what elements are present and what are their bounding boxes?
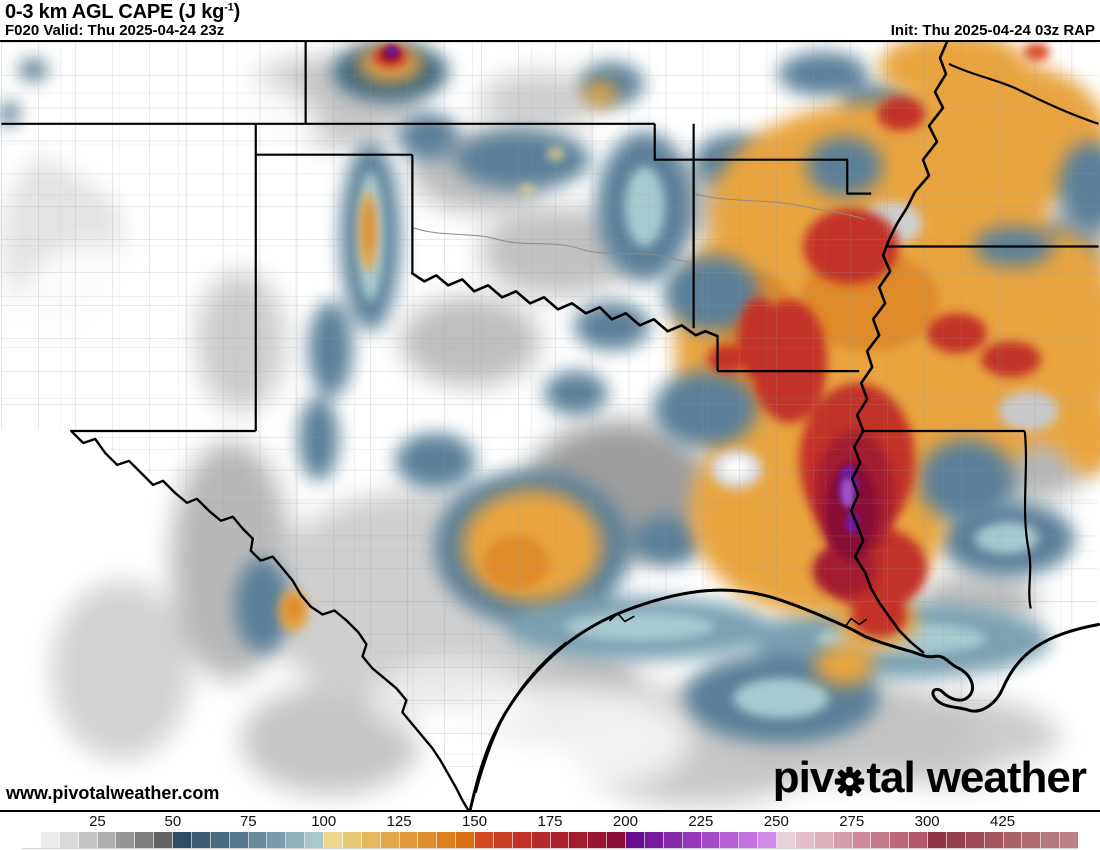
- watermark: www.pivotalweather.com: [6, 783, 220, 803]
- colorbar-cell: [97, 832, 117, 848]
- colorbar-tick: 300: [914, 813, 940, 830]
- colorbar-cell: [324, 832, 343, 848]
- cape-field-svg: [0, 42, 1100, 810]
- colorbar-cell: [644, 832, 664, 848]
- colorbar-cell: [173, 832, 192, 848]
- colorbar-tick: 200: [612, 813, 638, 830]
- init-time-label: Init: Thu 2025-04-24 03z RAP: [890, 22, 1095, 39]
- colorbar-cell: [682, 832, 702, 848]
- colorbar-cell: [626, 832, 645, 848]
- colorbar-cell: [928, 832, 947, 848]
- colorbar-cell: [795, 832, 815, 848]
- colorbar-cell: [1003, 832, 1023, 848]
- colorbar-cell: [720, 832, 740, 848]
- colorbar-cell: [777, 832, 796, 848]
- logo-text-weather: weather: [926, 753, 1087, 802]
- colorbar-tick: 150: [462, 813, 488, 830]
- colorbar-cell: [946, 832, 966, 848]
- colorbar-cell: [569, 832, 589, 848]
- colorbar-cell: [909, 832, 928, 848]
- colorbar-tick: 75: [239, 813, 257, 830]
- colorbar-cell: [116, 832, 136, 848]
- coastline: [468, 588, 1100, 810]
- title-close: ): [233, 1, 241, 23]
- colorbar-tick: 125: [386, 813, 412, 830]
- colorbar-cell: [531, 832, 551, 848]
- colorbar-cell: [550, 832, 570, 848]
- colorbar-cell: [78, 832, 98, 848]
- colorbar-cell: [305, 832, 324, 848]
- colorbar-cell: [493, 832, 513, 848]
- colorbar-cell: [871, 832, 891, 848]
- colorbar-cell: [739, 832, 759, 848]
- colorbar-cell: [286, 832, 306, 848]
- colorbar-tick: 175: [537, 813, 563, 830]
- rio-grande: [70, 429, 470, 810]
- state-borders: [1, 42, 1099, 609]
- colorbar-cell: [1022, 832, 1042, 848]
- colorbar-cell: [833, 832, 853, 848]
- mississippi-river: [849, 42, 949, 654]
- colorbar-cell: [191, 832, 211, 848]
- colorbar-cell: [965, 832, 985, 848]
- colorbar-cell: [59, 832, 79, 848]
- colorbar-cell: [40, 832, 60, 848]
- colorbar-cell: [588, 832, 608, 848]
- colorbar-tick: 275: [839, 813, 865, 830]
- colorbar-cell: [984, 832, 1004, 848]
- colorbar-cell: [210, 832, 230, 848]
- colorbar-tick: 250: [763, 813, 789, 830]
- colorbar-tick: 425: [990, 813, 1016, 830]
- barrier-islands: [475, 641, 567, 793]
- colorbar-cell: [890, 832, 910, 848]
- colorbar-tick: 50: [164, 813, 182, 830]
- colorbar-cell: [512, 832, 532, 848]
- colorbar-cell: [456, 832, 475, 848]
- colorbar-tick-labels: 25 50 75 100 125 150 175 200 225 250 275 300 425: [22, 813, 1078, 831]
- pivotal-weather-logo: piv tal weather: [772, 753, 1087, 802]
- cape-map: www.pivotalweather.com piv tal weather: [0, 40, 1100, 812]
- minor-rivers: [412, 193, 866, 264]
- colorbar-cell: [475, 832, 494, 848]
- valid-time-label: F020 Valid: Thu 2025-04-24 23z: [5, 22, 225, 39]
- colorbar-area: 25 50 75 100 125 150 175 200 225 250 275 300 425: [0, 812, 1100, 850]
- colorbar-cell: [437, 832, 457, 848]
- colorbar-tick: 100: [311, 813, 337, 830]
- colorbar-cell: [1041, 832, 1061, 848]
- colorbar-cell: [852, 832, 872, 848]
- colorbar-cell: [248, 832, 268, 848]
- colorbar-cell: [1060, 832, 1078, 848]
- title-superscript: -1: [224, 1, 234, 14]
- colorbar-cell: [154, 832, 173, 848]
- logo-text-tal: tal: [866, 753, 915, 802]
- colorbar-cell: [399, 832, 419, 848]
- colorbar-tick: 225: [688, 813, 714, 830]
- colorbar: [22, 832, 1078, 848]
- colorbar-cell: [267, 832, 287, 848]
- colorbar-cell: [758, 832, 777, 848]
- major-rivers: [70, 42, 949, 810]
- red-river: [411, 272, 719, 338]
- colorbar-cell: [342, 832, 362, 848]
- gear-icon: [834, 766, 865, 797]
- page-title: 0-3 km AGL CAPE (J kg-1): [5, 1, 240, 24]
- colorbar-cell: [22, 832, 41, 848]
- logo-text-piv: piv: [772, 753, 835, 802]
- colorbar-tick: 25: [89, 813, 106, 830]
- colorbar-cell: [380, 832, 400, 848]
- colorbar-cell: [418, 832, 438, 848]
- colorbar-cell: [229, 832, 249, 848]
- colorbar-cell: [814, 832, 834, 848]
- colorbar-cell: [607, 832, 626, 848]
- header: 0-3 km AGL CAPE (J kg-1) F020 Valid: Thu…: [0, 0, 1100, 40]
- title-main: 0-3 km AGL CAPE (J kg: [5, 1, 225, 23]
- colorbar-cell: [361, 832, 381, 848]
- colorbar-cell: [135, 832, 155, 848]
- colorbar-cell: [663, 832, 683, 848]
- colorbar-cell: [701, 832, 721, 848]
